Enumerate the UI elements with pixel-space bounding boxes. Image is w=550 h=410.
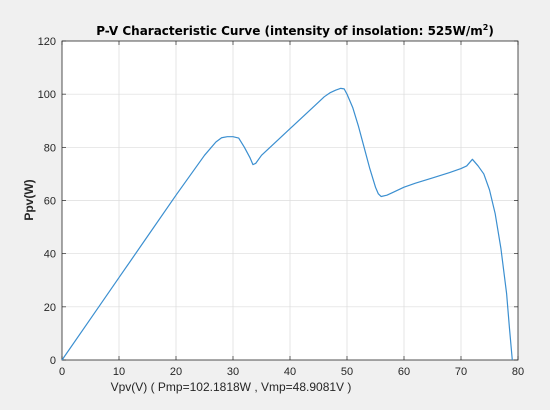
x-tick-label: 30 [227, 366, 239, 378]
axis-ticks: 0 10 20 30 40 50 60 70 80 0 20 40 60 80 100 120 [38, 36, 524, 378]
x-axis-label: Vpv(V) ( Pmp=102.1818W , Vmp=48.9081V ) [111, 380, 352, 394]
x-tick-label: 0 [59, 366, 65, 378]
x-tick-label: 60 [398, 366, 410, 378]
y-tick-label: 20 [44, 302, 56, 314]
y-tick-label: 0 [50, 355, 56, 367]
series-layer [61, 87, 513, 361]
x-tick-label: 20 [170, 366, 182, 378]
grid-lines [62, 41, 518, 360]
chart-title: P-V Characteristic Curve (intensity of i… [96, 23, 494, 38]
x-tick-label: 80 [512, 366, 524, 378]
x-tick-label: 10 [113, 366, 125, 378]
chart-title-end: ) [488, 24, 493, 38]
y-tick-label: 80 [44, 142, 56, 154]
y-axis-label: Ppv(W) [22, 179, 36, 220]
y-tick-label: 120 [38, 36, 56, 48]
y-tick-label: 100 [38, 89, 56, 101]
chart-title-superscript: 2 [483, 23, 489, 32]
x-tick-label: 50 [341, 366, 353, 378]
x-tick-label: 70 [455, 366, 467, 378]
x-tick-label: 40 [284, 366, 296, 378]
chart-title-main: P-V Characteristic Curve (intensity of i… [96, 24, 483, 38]
y-tick-label: 40 [44, 249, 56, 261]
pv-curve-line [61, 87, 513, 361]
y-tick-label: 60 [44, 196, 56, 208]
